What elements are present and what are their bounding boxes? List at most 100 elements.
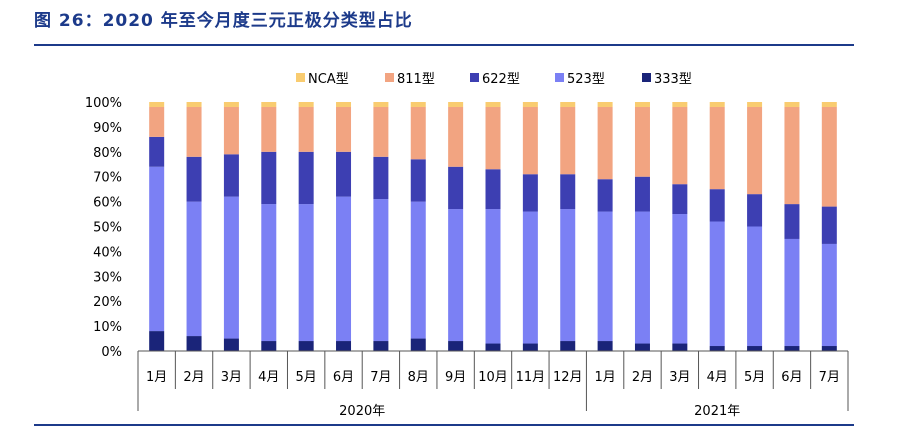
x-tick-label: 5月 <box>744 370 765 385</box>
bar-segment-333 <box>747 346 763 351</box>
bar-segment-NCA <box>223 102 239 107</box>
bar-segment-NCA <box>784 102 800 107</box>
y-tick-label: 50% <box>93 221 122 236</box>
bar-segment-333 <box>821 346 837 351</box>
legend-label: 811型 <box>397 72 435 87</box>
bar-segment-622 <box>186 156 202 202</box>
bar-segment-811 <box>709 106 725 190</box>
bar-segment-333 <box>672 343 688 351</box>
bar-segment-622 <box>784 204 800 239</box>
bar-segment-811 <box>747 106 763 195</box>
page-title: 图 26：2020 年至今月度三元正极分类型占比 <box>34 11 413 31</box>
bar-segment-811 <box>522 106 538 175</box>
x-tick-label: 5月 <box>296 370 317 385</box>
bar-segment-811 <box>298 106 314 152</box>
bar-segment-811 <box>149 106 165 137</box>
bar-segment-333 <box>448 341 464 351</box>
bar-segment-622 <box>747 194 763 227</box>
x-tick-label: 1月 <box>594 370 615 385</box>
bar-segment-333 <box>709 346 725 351</box>
y-tick-label: 30% <box>93 270 122 285</box>
bar-segment-NCA <box>672 102 688 107</box>
bar-segment-622 <box>560 174 576 210</box>
bar-segment-523 <box>784 238 800 347</box>
bar-segment-811 <box>261 106 277 152</box>
bar-segment-333 <box>336 341 352 351</box>
y-tick-label: 60% <box>93 196 122 211</box>
bar-segment-NCA <box>373 102 389 107</box>
bar-segment-523 <box>336 196 352 342</box>
footer-divider <box>34 424 854 426</box>
bar-segment-523 <box>448 209 464 342</box>
bar-segment-NCA <box>186 102 202 107</box>
legend-label: 333型 <box>654 72 692 87</box>
legend-label: 622型 <box>482 72 520 87</box>
x-tick-label: 12月 <box>553 370 583 385</box>
bar-segment-622 <box>597 179 613 212</box>
bar-segment-333 <box>410 338 426 351</box>
legend-swatch-811 <box>385 73 394 82</box>
bar-segment-811 <box>784 106 800 205</box>
bar-segment-523 <box>522 211 538 344</box>
bar-segment-333 <box>560 341 576 351</box>
y-tick-label: 20% <box>93 295 122 310</box>
x-tick-label: 10月 <box>478 370 508 385</box>
bar-segment-NCA <box>522 102 538 107</box>
bar-segment-523 <box>223 196 239 339</box>
bar-segment-523 <box>672 214 688 344</box>
legend-swatch-622 <box>470 73 479 82</box>
x-tick-label: 7月 <box>819 370 840 385</box>
bar-segment-523 <box>298 204 314 342</box>
bar-segment-NCA <box>560 102 576 107</box>
bar-segment-811 <box>448 106 464 167</box>
bar-segment-523 <box>186 201 202 337</box>
legend-swatch-NCA <box>296 73 305 82</box>
y-tick-label: 10% <box>93 320 122 335</box>
bar-segment-622 <box>485 169 501 210</box>
x-tick-label: 2月 <box>632 370 653 385</box>
bar-segment-NCA <box>298 102 314 107</box>
x-tick-label: 11月 <box>516 370 546 385</box>
bar-segment-523 <box>261 204 277 342</box>
bar-segment-333 <box>634 343 650 351</box>
group-label: 2021年 <box>694 404 740 419</box>
x-tick-label: 9月 <box>445 370 466 385</box>
y-tick-label: 70% <box>93 171 122 186</box>
bar-segment-811 <box>223 106 239 155</box>
bar-segment-811 <box>186 106 202 157</box>
bar-segment-NCA <box>448 102 464 107</box>
bar-segment-811 <box>634 106 650 177</box>
bar-segment-NCA <box>261 102 277 107</box>
bar-segment-622 <box>223 154 239 197</box>
bar-segment-622 <box>709 189 725 222</box>
bar-segment-333 <box>223 338 239 351</box>
bar-segment-523 <box>747 226 763 347</box>
x-tick-label: 8月 <box>408 370 429 385</box>
y-tick-label: 40% <box>93 245 122 260</box>
bar-segment-523 <box>709 221 725 347</box>
bar-segment-811 <box>597 106 613 180</box>
legend-swatch-333 <box>642 73 651 82</box>
bar-segment-NCA <box>149 102 165 107</box>
bar-segment-622 <box>448 166 464 210</box>
bar-segment-NCA <box>485 102 501 107</box>
bar-segment-NCA <box>634 102 650 107</box>
bar-segment-333 <box>186 336 202 351</box>
bar-segment-622 <box>373 156 389 200</box>
bar-segment-622 <box>261 151 277 205</box>
bar-segment-523 <box>485 209 501 344</box>
bar-segment-523 <box>560 209 576 342</box>
bar-segment-811 <box>560 106 576 175</box>
bar-segment-523 <box>373 199 389 342</box>
bar-segment-523 <box>821 243 837 347</box>
bar-segment-NCA <box>410 102 426 107</box>
bar-segment-622 <box>821 206 837 244</box>
bar-segment-333 <box>373 341 389 351</box>
bar-segment-333 <box>784 346 800 351</box>
bar-segment-523 <box>634 211 650 344</box>
x-tick-label: 7月 <box>370 370 391 385</box>
bar-segment-NCA <box>709 102 725 107</box>
group-label: 2020年 <box>339 404 385 419</box>
x-tick-label: 1月 <box>146 370 167 385</box>
